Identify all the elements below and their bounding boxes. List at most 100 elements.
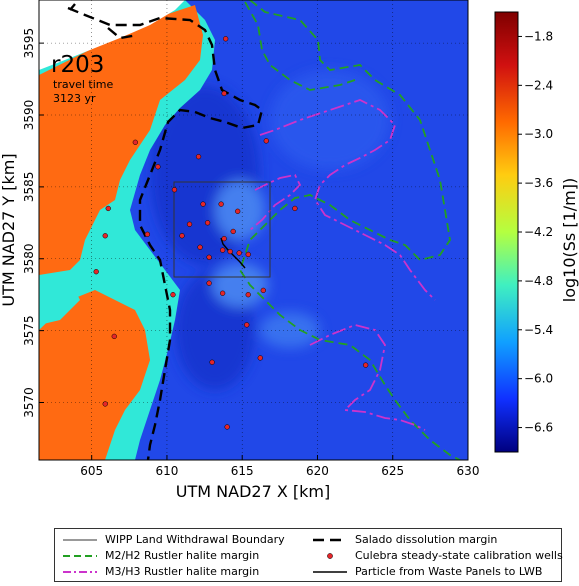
well-marker: [263, 138, 269, 144]
well-marker: [171, 187, 178, 193]
colorbar-tick-label: −3.6: [524, 176, 553, 190]
colorbar-tick-label: −1.8: [524, 29, 553, 43]
well-marker: [144, 231, 151, 237]
plot-frame: [38, 0, 469, 461]
field-orange-region: [39, 5, 203, 275]
x-tick-label: 615: [231, 464, 254, 478]
x-tick-label: 625: [381, 464, 404, 478]
chart-title: r203: [51, 52, 104, 78]
legend-item-m3h3: M3/H3 Rustler halite margin: [63, 565, 259, 578]
y-tick-label: 3570: [22, 387, 36, 418]
y-axis-label: UTM NAD27 Y [km]: [0, 153, 18, 306]
calibration-wells: [93, 36, 369, 430]
field-low-patches: [150, 70, 390, 390]
well-marker: [155, 164, 161, 170]
wipp-boundary: [173, 181, 271, 278]
well-marker: [132, 139, 138, 145]
legend-swatch-thin-line: [63, 535, 97, 545]
y-tick-label: 3585: [22, 172, 36, 203]
x-tick-label: 620: [306, 464, 329, 478]
well-marker: [197, 244, 203, 250]
y-tick-label: 3590: [22, 100, 36, 131]
legend-item-wells: Culebra steady-state calibration wells: [313, 549, 563, 562]
field-orange-southwest: [39, 290, 150, 460]
well-marker: [292, 205, 298, 212]
colorbar-tick-label: −6.0: [524, 372, 553, 386]
well-marker: [224, 424, 230, 430]
well-marker: [218, 201, 224, 207]
colorbar-tick-label: −2.4: [524, 78, 553, 92]
x-axis-ticks: 605 610 615 620 625 630: [80, 455, 479, 478]
legend-item-salado: Salado dissolution margin: [313, 533, 497, 546]
well-marker: [111, 333, 117, 340]
legend-item-wipp-boundary: WIPP Land Withdrawal Boundary: [63, 533, 285, 546]
y-tick-label: 3595: [22, 28, 36, 59]
well-marker: [257, 355, 263, 361]
y-axis-ticks: 3570 3575 3580 3585 3590 3595: [22, 28, 44, 418]
well-marker: [244, 322, 250, 328]
legend-label: Salado dissolution margin: [355, 533, 498, 546]
legend-item-particle: Particle from Waste Panels to LWB: [313, 565, 542, 578]
m2h2-margin: [239, 0, 461, 460]
well-marker: [223, 36, 229, 42]
legend-label: Particle from Waste Panels to LWB: [355, 565, 543, 578]
well-marker: [200, 201, 206, 207]
legend-swatch-dashdot-magenta: [63, 567, 97, 577]
well-marker: [102, 401, 108, 407]
well-marker: [102, 233, 108, 239]
salado-margin: [67, 6, 264, 460]
legend-swatch-solid-black: [313, 567, 347, 577]
salado-margin-top: [69, 3, 139, 40]
legend-label: WIPP Land Withdrawal Boundary: [105, 533, 285, 546]
well-marker: [195, 154, 202, 160]
well-marker: [170, 292, 176, 298]
x-tick-label: 630: [457, 464, 480, 478]
well-marker: [362, 362, 369, 368]
well-marker: [230, 228, 236, 235]
y-tick-label: 3580: [22, 243, 36, 274]
colorbar-tick-label: −4.8: [524, 274, 553, 288]
well-marker: [206, 280, 212, 286]
m3h3-margin: [259, 99, 436, 301]
colorbar-label: log10(Ss [1/m]): [560, 178, 579, 302]
well-marker: [204, 220, 211, 226]
well-marker: [219, 247, 226, 253]
legend-item-m2h2: M2/H2 Rustler halite margin: [63, 549, 259, 562]
colorbar: [494, 11, 519, 453]
m2h2-margin-north: [244, 1, 356, 91]
x-tick-label: 605: [80, 464, 103, 478]
colorbar-tick-label: −3.0: [524, 127, 553, 141]
legend-swatch-dashed-green: [63, 551, 97, 561]
colorbar-tick-label: −5.4: [524, 323, 553, 337]
well-marker: [245, 251, 251, 258]
field-masked-corner: [39, 0, 185, 70]
legend-label: Culebra steady-state calibration wells: [355, 549, 563, 562]
well-marker: [179, 233, 185, 239]
legend: WIPP Land Withdrawal Boundary Salado dis…: [54, 528, 563, 582]
well-marker: [186, 221, 193, 227]
colorbar-tick-label: −6.6: [524, 421, 553, 435]
well-marker: [245, 292, 251, 298]
well-marker: [236, 250, 242, 256]
legend-label: M3/H3 Rustler halite margin: [105, 565, 260, 578]
x-axis-label: UTM NAD27 X [km]: [176, 482, 330, 501]
m3h3-margin-mid: [249, 173, 302, 231]
legend-label: M2/H2 Rustler halite margin: [105, 549, 260, 562]
well-marker: [209, 359, 215, 365]
well-marker: [221, 90, 227, 97]
well-marker: [227, 248, 233, 255]
well-marker: [93, 269, 99, 275]
x-tick-label: 610: [155, 464, 178, 478]
legend-swatch-dot: [313, 551, 347, 561]
chart-subtitle-line-1: travel time: [53, 78, 113, 91]
m3h3-margin-south: [309, 324, 426, 431]
colorbar-tick-label: −4.2: [524, 225, 553, 239]
chart-subtitle-line-2: 3123 yr: [53, 92, 96, 105]
grid-lines: [39, 0, 469, 460]
well-marker: [219, 290, 226, 296]
well-marker: [260, 287, 266, 294]
well-marker: [221, 235, 227, 242]
y-tick-label: 3575: [22, 315, 36, 346]
colorbar-ticks: −1.8 −2.4 −3.0 −3.6 −4.2 −4.8 −5.4 −6.0 −6.6: [518, 29, 553, 435]
